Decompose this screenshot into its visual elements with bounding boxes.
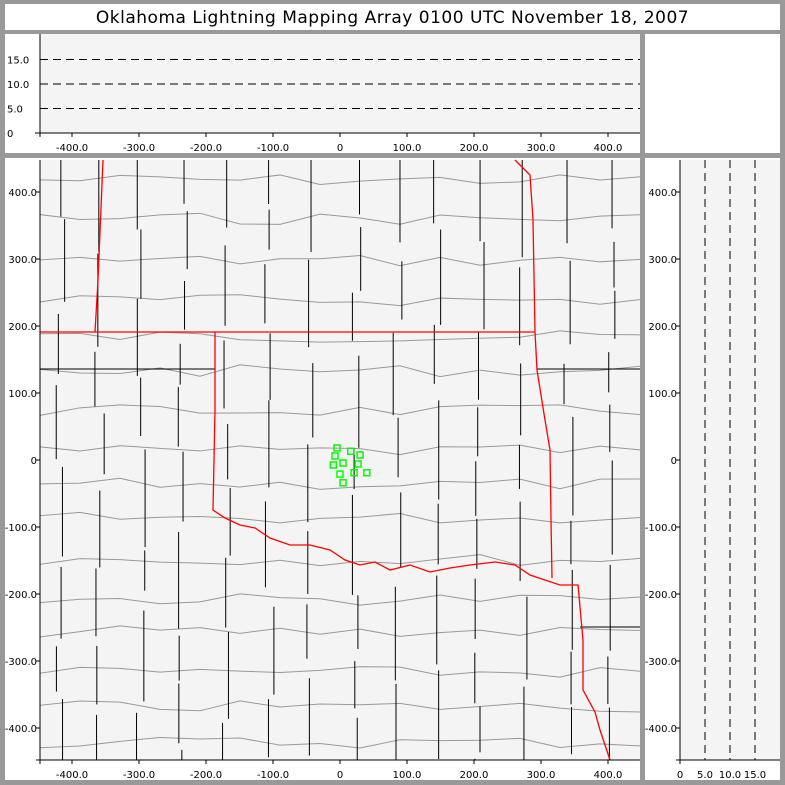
height-x-tick-label: 300.0 bbox=[527, 143, 556, 154]
side-x-tick-label: 0 bbox=[677, 770, 683, 781]
state-border-co-ks bbox=[94, 159, 104, 333]
height-y-tick-label: 10.0 bbox=[7, 80, 29, 91]
height-x-tick-label: 100.0 bbox=[393, 143, 422, 154]
plan-y-tick-label: 400.0 bbox=[8, 188, 37, 199]
county-line bbox=[39, 330, 641, 343]
side-y-tick-label: 0 bbox=[671, 456, 677, 467]
county-line bbox=[39, 554, 641, 567]
plan-y-tick-label: 0 bbox=[31, 456, 37, 467]
lightning-source-marker bbox=[346, 447, 355, 456]
county-line bbox=[39, 736, 641, 749]
plan-x-tick-label: 0 bbox=[337, 770, 343, 781]
county-line bbox=[39, 666, 641, 678]
height-x-tick-label: -300.0 bbox=[123, 143, 155, 154]
side-y-tick-label: 300.0 bbox=[648, 255, 677, 266]
side-x-tick-label: 10.0 bbox=[719, 770, 741, 781]
county-borders bbox=[39, 160, 641, 760]
county-line bbox=[39, 625, 641, 638]
plan-y-tick-label: 100.0 bbox=[8, 389, 37, 400]
plan-y-tick-label: -300.0 bbox=[5, 657, 37, 668]
county-line bbox=[39, 511, 641, 524]
height-y-tick-label: 15.0 bbox=[7, 56, 29, 67]
county-line bbox=[39, 294, 641, 307]
lightning-source-marker bbox=[336, 470, 344, 478]
height-x-tick-label: 200.0 bbox=[460, 143, 489, 154]
height-x-tick-label: -100.0 bbox=[257, 143, 289, 154]
side-y-tick-label: -400.0 bbox=[645, 724, 677, 735]
side-y-tick-label: 200.0 bbox=[648, 322, 677, 333]
height-x-tick-label: 400.0 bbox=[594, 143, 623, 154]
plan-x-tick-label: 200.0 bbox=[460, 770, 489, 781]
county-line bbox=[39, 700, 641, 713]
plan-x-tick-label: -200.0 bbox=[190, 770, 222, 781]
height-x-tick-label: -400.0 bbox=[56, 143, 88, 154]
county-line bbox=[39, 174, 641, 186]
side-y-tick-label: -200.0 bbox=[645, 590, 677, 601]
state-border-red-river bbox=[212, 332, 611, 761]
plan-x-tick-label: -300.0 bbox=[123, 770, 155, 781]
plan-y-tick-label: -100.0 bbox=[5, 523, 37, 534]
side-x-tick-label: 5.0 bbox=[697, 770, 713, 781]
plan-x-tick-label: -100.0 bbox=[257, 770, 289, 781]
height-x-tick-label: -200.0 bbox=[190, 143, 222, 154]
state-border-ok-east bbox=[514, 159, 553, 579]
plan-y-tick-label: 300.0 bbox=[8, 255, 37, 266]
lightning-source-marker bbox=[329, 461, 338, 469]
lightning-source-marker bbox=[331, 452, 339, 460]
county-line bbox=[39, 444, 641, 456]
county-line bbox=[39, 404, 641, 417]
lightning-source-marker bbox=[354, 460, 362, 468]
side-y-tick-label: -300.0 bbox=[645, 657, 677, 668]
lightning-source-marker bbox=[363, 468, 371, 477]
plan-x-tick-label: 300.0 bbox=[527, 770, 556, 781]
plan-y-tick-label: 200.0 bbox=[8, 322, 37, 333]
plan-x-tick-label: 400.0 bbox=[594, 770, 623, 781]
side-y-tick-label: -100.0 bbox=[645, 523, 677, 534]
lightning-source-marker bbox=[350, 468, 358, 477]
lightning-source-marker bbox=[333, 444, 341, 452]
plan-x-tick-label: -400.0 bbox=[56, 770, 88, 781]
county-line bbox=[39, 364, 641, 378]
page-title: Oklahoma Lightning Mapping Array 0100 UT… bbox=[5, 4, 780, 30]
empty-corner-panel bbox=[645, 34, 780, 153]
height-x-tick-label: 0 bbox=[337, 143, 343, 154]
height-y-tick-label: 5.0 bbox=[7, 105, 23, 116]
county-line bbox=[39, 593, 641, 606]
height-y-tick-label: 0 bbox=[7, 129, 13, 140]
side-x-tick-label: 15.0 bbox=[744, 770, 766, 781]
county-line bbox=[39, 477, 641, 490]
plan-y-tick-label: -200.0 bbox=[5, 590, 37, 601]
lightning-source-marker bbox=[356, 451, 364, 459]
lightning-source-marker bbox=[339, 479, 347, 487]
side-y-tick-label: 100.0 bbox=[648, 389, 677, 400]
plan-y-tick-label: -400.0 bbox=[5, 724, 37, 735]
plan-x-tick-label: 100.0 bbox=[393, 770, 422, 781]
lightning-source-marker bbox=[339, 459, 347, 467]
side-y-tick-label: 400.0 bbox=[648, 188, 677, 199]
